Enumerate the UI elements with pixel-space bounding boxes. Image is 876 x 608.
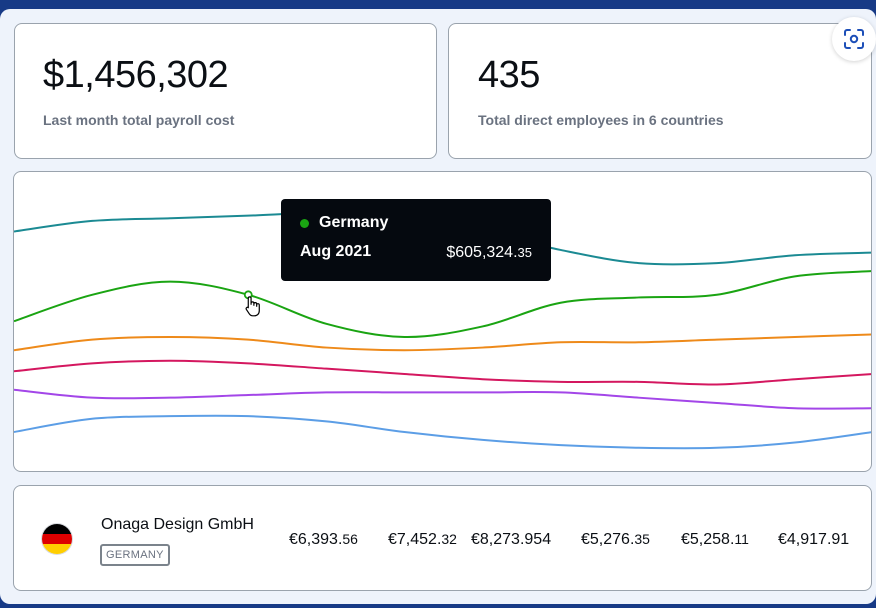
series-line-5[interactable] — [14, 388, 872, 410]
hand-pointer-icon — [245, 296, 260, 317]
amount-3: €8,273.954 — [471, 531, 552, 548]
country-badge: GERMANY — [100, 544, 170, 566]
company-name: Onaga Design GmbH — [101, 516, 254, 533]
amount-4: €5,276.35 — [581, 531, 650, 548]
series-line-3[interactable] — [14, 333, 872, 352]
tooltip-value: $605,324.35 — [446, 244, 532, 261]
company-payroll-row[interactable]: Onaga Design GmbH GERMANY €6,393.56 €7,4… — [13, 485, 872, 591]
amount-1: €6,393.56 — [289, 531, 358, 548]
flag-stripe-3 — [42, 544, 72, 554]
series-line-6[interactable] — [14, 414, 872, 450]
chart-plot — [14, 211, 872, 450]
flag-stripe-2 — [42, 534, 72, 544]
flag-stripe-1 — [42, 524, 72, 534]
payroll-cost-label: Last month total payroll cost — [43, 112, 235, 128]
amount-2: €7,452.32 — [388, 531, 457, 548]
amount-6: €4,917.91 — [778, 531, 850, 548]
payroll-cost-value: $1,456,302 — [43, 54, 229, 96]
chart-tooltip: Germany Aug 2021 $605,324.35 — [281, 199, 551, 281]
employees-card[interactable]: 435 Total direct employees in 6 countrie… — [448, 23, 872, 159]
employees-count-label: Total direct employees in 6 countries — [478, 112, 724, 128]
employees-count-value: 435 — [478, 54, 540, 96]
scan-button[interactable] — [832, 17, 876, 61]
tooltip-country: Germany — [319, 214, 389, 231]
scan-icon — [844, 29, 864, 49]
germany-flag-icon — [42, 524, 72, 554]
tooltip-series-dot — [300, 219, 309, 228]
series-line-2[interactable] — [14, 270, 872, 339]
payroll-trend-chart: Germany Aug 2021 $605,324.35 — [13, 171, 872, 472]
tooltip-date: Aug 2021 — [300, 243, 372, 260]
series-line-4[interactable] — [14, 359, 872, 386]
payroll-cost-card[interactable]: $1,456,302 Last month total payroll cost — [14, 23, 437, 159]
amount-5: €5,258.11 — [681, 531, 749, 548]
